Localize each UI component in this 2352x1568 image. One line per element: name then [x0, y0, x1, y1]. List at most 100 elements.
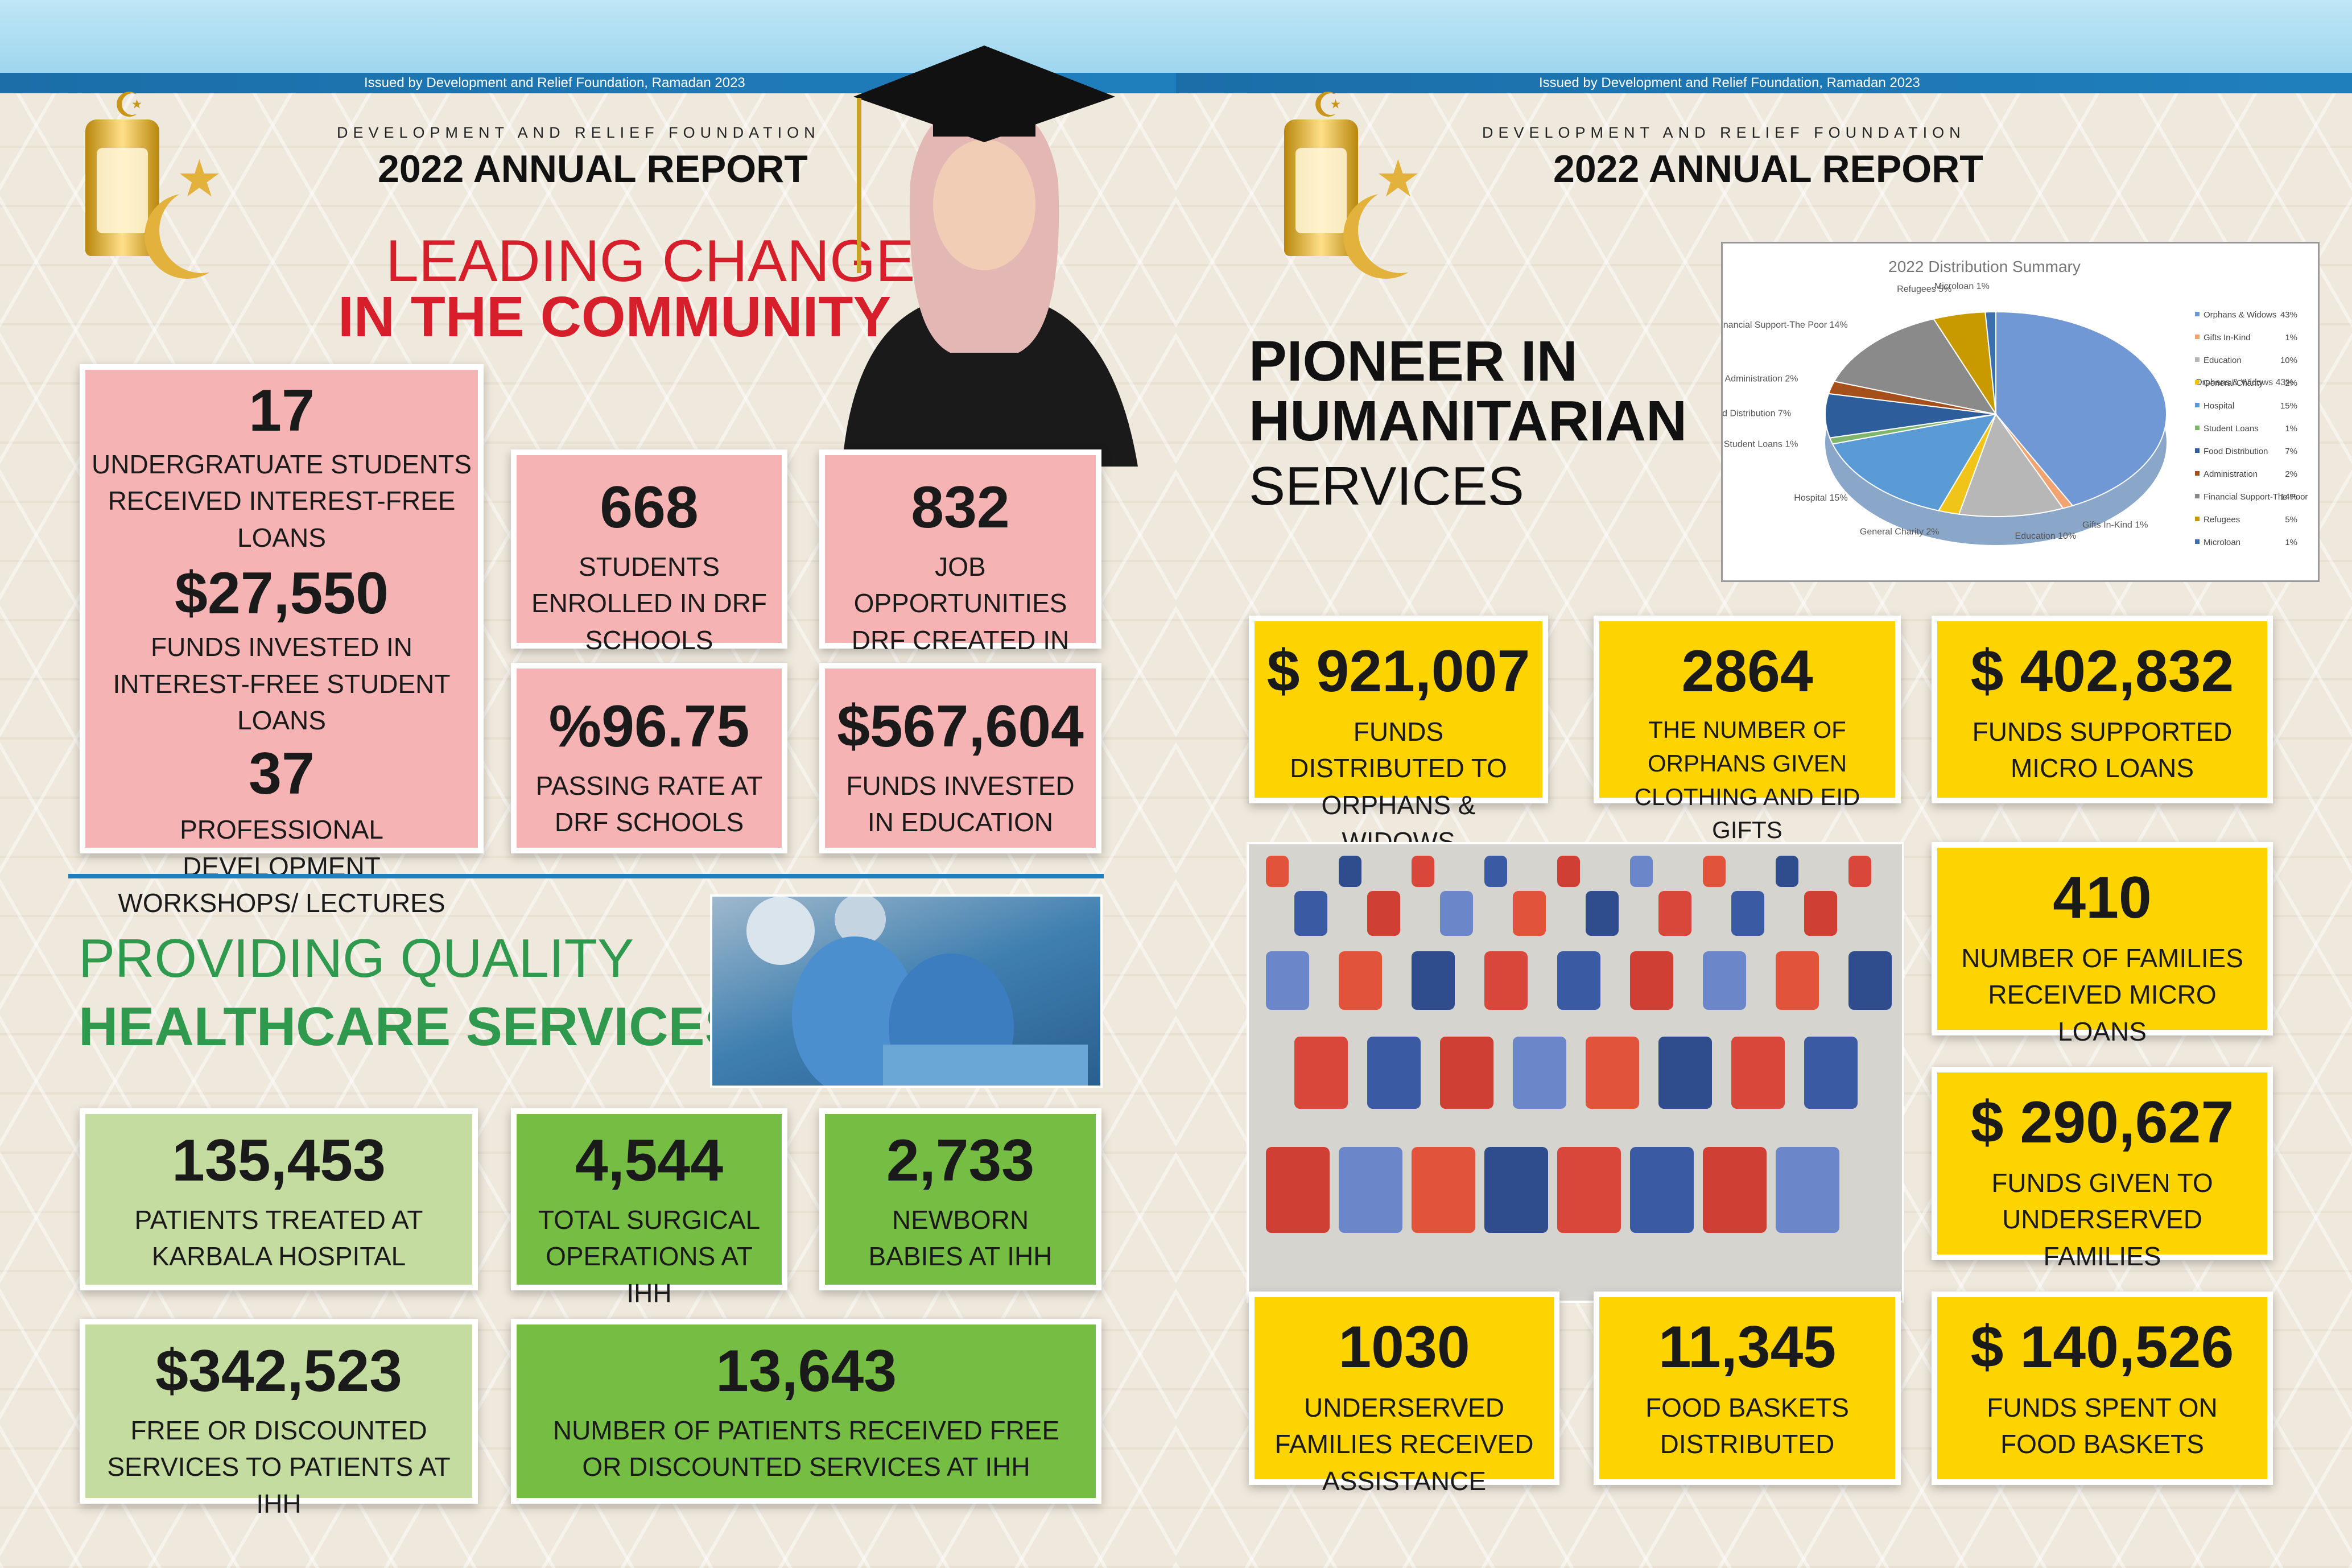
- food-bag: [1557, 856, 1580, 887]
- legend-swatch: [2195, 517, 2200, 521]
- distribution-pie-chart: 2022 Distribution Summary Orphans & Wido…: [1707, 242, 2320, 582]
- stat-number: 2,733: [886, 1128, 1035, 1194]
- legend-label: Food Distribution: [2204, 447, 2268, 456]
- stat-number: %96.75: [548, 694, 750, 760]
- pie-slice-label: Financial Support-The Poor 14%: [1723, 320, 1848, 330]
- stat-label: FUNDS GIVEN TO UNDERSERVED FAMILIES: [1991, 1168, 2213, 1271]
- chart-title: 2022 Distribution Summary: [1888, 258, 2081, 275]
- food-funds-box: $ 140,526 FUNDS SPENT ON FOOD BASKETS: [1932, 1291, 2273, 1485]
- legend-percent: 1%: [2285, 333, 2297, 343]
- legend-swatch: [2195, 380, 2200, 385]
- stat-label: NUMBER OF FAMILIES RECEIVED MICRO LOANS: [1961, 943, 2243, 1046]
- food-bag: [1804, 1037, 1858, 1109]
- orphans-widows-box: $ 921,007 FUNDS DISTRIBUTED TO ORPHANS &…: [1249, 616, 1548, 856]
- food-bag: [1266, 856, 1289, 887]
- legend-swatch: [2195, 403, 2200, 407]
- pie-slice-label: Administration 2%: [1725, 374, 1798, 384]
- food-bag: [1339, 856, 1361, 887]
- pie-slice-label: Refugees 5%: [1897, 284, 1951, 294]
- legend-swatch: [2195, 357, 2200, 362]
- issued-bar: Issued by Development and Relief Foundat…: [1176, 73, 2352, 93]
- lantern-crescent-icon: ☪ ★: [1261, 85, 1449, 290]
- legend-label: Financial Support-The Poor: [2204, 492, 2308, 502]
- food-bag: [1630, 1147, 1694, 1233]
- stat-label: UNDERSERVED FAMILIES RECEIVED ASSISTANCE: [1274, 1393, 1534, 1496]
- stat-label: THE NUMBER OF ORPHANS GIVEN CLOTHING AND…: [1634, 716, 1860, 844]
- legend-swatch: [2195, 448, 2200, 453]
- legend-percent: 2%: [2285, 469, 2297, 479]
- stat-number: $ 921,007: [1266, 638, 1530, 704]
- food-baskets-box: 11,345 FOOD BASKETS DISTRIBUTED: [1594, 1291, 1901, 1485]
- title-line1: PIONEER IN: [1249, 329, 1578, 393]
- food-bag: [1848, 856, 1871, 887]
- underserved-funds-box: $ 290,627 FUNDS GIVEN TO UNDERSERVED FAM…: [1932, 1067, 2273, 1271]
- stat-label: FUNDS INVESTED IN EDUCATION: [846, 771, 1075, 837]
- stat-number: 13,643: [715, 1338, 897, 1404]
- pie-slice-6: [1825, 393, 1996, 439]
- stat-number: $ 140,526: [1970, 1314, 2234, 1380]
- legend-swatch: [2195, 494, 2200, 498]
- stat-label: UNDERGRATUATE STUDENTS RECEIVED INTEREST…: [92, 449, 472, 552]
- stat-label: FOOD BASKETS DISTRIBUTED: [1645, 1393, 1849, 1459]
- lantern-crescent-icon: ☪ ★: [63, 85, 250, 290]
- report-title: 2022 ANNUAL REPORT: [378, 147, 808, 191]
- food-bag: [1513, 1037, 1566, 1109]
- food-bag: [1484, 1147, 1548, 1233]
- food-bag: [1703, 856, 1726, 887]
- surgical-operations-box: 4,544 TOTAL SURGICAL OPERATIONS AT IHH: [511, 1108, 787, 1308]
- food-bag: [1266, 1147, 1330, 1233]
- stat-label: TOTAL SURGICAL OPERATIONS AT IHH: [538, 1205, 761, 1308]
- discounted-patients-box: 13,643 NUMBER OF PATIENTS RECEIVED FREE …: [511, 1319, 1101, 1504]
- surgery-photo: [710, 894, 1103, 1088]
- student-loans-box: 17 UNDERGRATUATE STUDENTS RECEIVED INTER…: [80, 364, 484, 918]
- legend-label: Gifts In-Kind: [2204, 333, 2251, 343]
- stat-label: STUDENTS ENROLLED IN DRF SCHOOLS: [531, 552, 768, 655]
- pie-slice-label: Gifts In-Kind 1%: [2082, 520, 2148, 530]
- stat-label: NEWBORN BABIES AT IHH: [868, 1205, 1053, 1272]
- stat-number: $ 290,627: [1970, 1090, 2234, 1156]
- food-bag: [1513, 891, 1546, 936]
- legend-percent: 14%: [2280, 492, 2297, 502]
- org-name: DEVELOPMENT AND RELIEF FOUNDATION: [337, 124, 820, 141]
- stat-label: PASSING RATE AT DRF SCHOOLS: [535, 771, 763, 837]
- newborn-babies-box: 2,733 NEWBORN BABIES AT IHH: [819, 1108, 1101, 1290]
- pie-slice-10: [1984, 311, 1996, 415]
- stat-number: $567,604: [837, 694, 1084, 760]
- stat-number: 135,453: [172, 1128, 386, 1194]
- stat-number: 410: [2053, 865, 2152, 931]
- food-bag: [1731, 1037, 1785, 1109]
- pie-svg: 2022 Distribution Summary Orphans & Wido…: [1707, 258, 2308, 547]
- pie-slice-8: [1833, 318, 1998, 415]
- food-bag: [1731, 891, 1764, 936]
- food-bag: [1630, 856, 1653, 887]
- food-bag: [1557, 1147, 1621, 1233]
- food-bag: [1630, 951, 1673, 1010]
- stat-number: 832: [911, 474, 1010, 540]
- section-divider: [68, 874, 1104, 878]
- legend-label: Student Loans: [2204, 424, 2259, 434]
- legend-swatch: [2195, 426, 2200, 430]
- legend-label: Administration: [2204, 469, 2258, 479]
- pie-slice-label: Education 10%: [2015, 531, 2077, 541]
- pie-slice-label: Microloan 1%: [1934, 282, 1990, 291]
- food-bag: [1367, 891, 1400, 936]
- pie-slice-0: [1995, 311, 2167, 506]
- stat-label: PATIENTS TREATED AT KARBALA HOSPITAL: [134, 1205, 423, 1272]
- education-funds-box: $567,604 FUNDS INVESTED IN EDUCATION: [819, 663, 1101, 853]
- food-bag: [1586, 891, 1619, 936]
- legend-label: Hospital: [2204, 401, 2234, 411]
- section-title-healthcare-line2: HEALTHCARE SERVICES: [79, 996, 741, 1057]
- legend-swatch: [2195, 471, 2200, 476]
- stat-label: FREE OR DISCOUNTED SERVICES TO PATIENTS …: [107, 1416, 451, 1519]
- families-micro-loans-box: 410 NUMBER OF FAMILIES RECEIVED MICRO LO…: [1932, 842, 2273, 1046]
- pie-slice-2: [1958, 412, 2064, 517]
- report-title: 2022 ANNUAL REPORT: [1553, 147, 1983, 191]
- food-bag: [1440, 1037, 1493, 1109]
- legend-swatch: [2195, 539, 2200, 544]
- org-name: DEVELOPMENT AND RELIEF FOUNDATION: [1482, 124, 1966, 141]
- stat-number: 11,345: [1658, 1314, 1837, 1380]
- stat-label: FUNDS INVESTED IN INTEREST-FREE STUDENT …: [113, 632, 451, 735]
- food-bag: [1776, 856, 1798, 887]
- legend-label: Orphans & Widows: [2204, 310, 2276, 320]
- section-title-community-line1: LEADING CHANGE: [386, 228, 915, 294]
